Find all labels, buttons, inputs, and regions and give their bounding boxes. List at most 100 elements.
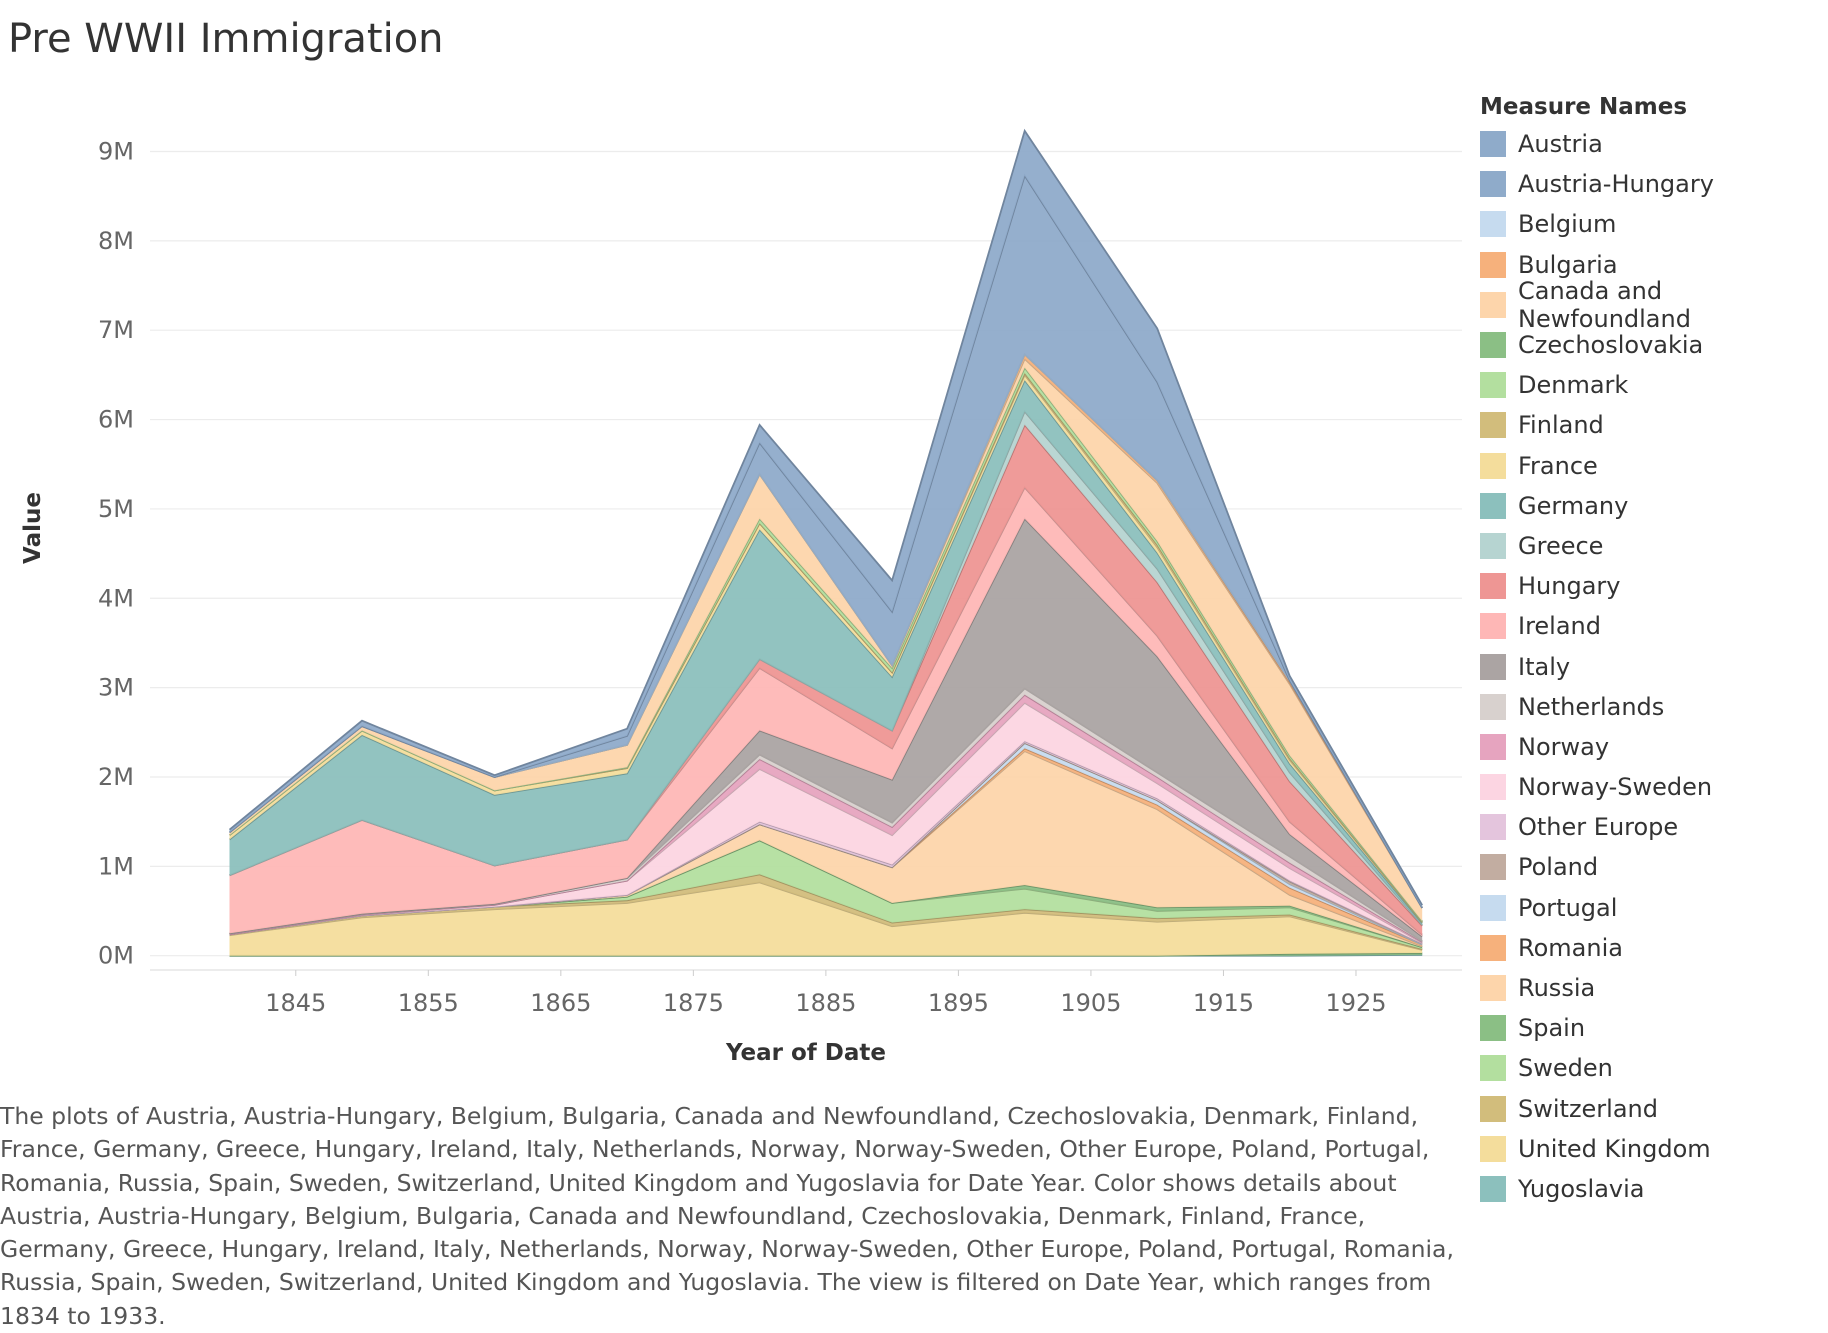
legend-label: Portugal <box>1518 893 1618 922</box>
legend-item-italy[interactable]: Italy <box>1480 646 1825 686</box>
legend-label: Greece <box>1518 531 1604 560</box>
area-chart[interactable]: 0M 1M 2M 3M 4M 5M 6M 7M 8M 9M 1845 1855 1865 1875 188… <box>0 0 1470 1090</box>
legend-item-sweden[interactable]: Sweden <box>1480 1048 1825 1088</box>
area-norway-sweden[interactable] <box>229 702 1423 944</box>
legend-items: Austria Austria-Hungary Belgium Bulgaria Can… <box>1480 124 1825 1209</box>
legend-label: Ireland <box>1518 612 1602 641</box>
legend: Measure Names Austria Austria-Hungary Belg… <box>1480 94 1825 1209</box>
area-russia[interactable] <box>229 751 1423 948</box>
legend-label: Belgium <box>1518 210 1617 239</box>
legend-label: Czechoslovakia <box>1518 331 1704 360</box>
legend-label: Austria <box>1518 130 1603 159</box>
legend-label: Romania <box>1518 933 1623 962</box>
y-axis-label: Value <box>20 492 46 564</box>
legend-label: Austria-Hungary <box>1518 170 1714 199</box>
area-greece[interactable] <box>229 411 1423 926</box>
legend-swatch <box>1480 693 1506 720</box>
x-tick-label: 1895 <box>928 989 989 1017</box>
legend-item-poland[interactable]: Poland <box>1480 847 1825 887</box>
legend-item-spain[interactable]: Spain <box>1480 1008 1825 1048</box>
y-tick-label: 0M <box>98 942 134 970</box>
y-tick-label: 8M <box>98 227 134 255</box>
legend-item-norway[interactable]: Norway <box>1480 727 1825 767</box>
area-austria-hungary[interactable] <box>229 175 1423 908</box>
legend-swatch <box>1480 1015 1506 1042</box>
legend-label: France <box>1518 451 1598 480</box>
legend-label: Switzerland <box>1518 1094 1658 1123</box>
y-tick-label: 3M <box>98 674 134 702</box>
legend-label: Hungary <box>1518 572 1621 601</box>
legend-label: Norway <box>1518 732 1610 761</box>
legend-swatch <box>1480 774 1506 801</box>
y-tick-label: 2M <box>98 763 134 791</box>
legend-swatch <box>1480 814 1506 841</box>
x-tick-label: 1885 <box>795 989 856 1017</box>
legend-item-denmark[interactable]: Denmark <box>1480 365 1825 405</box>
y-tick-label: 1M <box>98 852 134 880</box>
legend-label: United Kingdom <box>1518 1134 1711 1163</box>
legend-swatch <box>1480 251 1506 278</box>
legend-item-switzerland[interactable]: Switzerland <box>1480 1089 1825 1129</box>
legend-label: Yugoslavia <box>1518 1174 1645 1203</box>
legend-label: Other Europe <box>1518 813 1679 842</box>
legend-item-ireland[interactable]: Ireland <box>1480 606 1825 646</box>
legend-label: Finland <box>1518 411 1604 440</box>
area-italy[interactable] <box>229 518 1423 941</box>
legend-item-other-europe[interactable]: Other Europe <box>1480 807 1825 847</box>
legend-swatch <box>1480 934 1506 961</box>
legend-swatch <box>1480 1175 1506 1202</box>
x-tick-label: 1915 <box>1193 989 1254 1017</box>
legend-item-netherlands[interactable]: Netherlands <box>1480 687 1825 727</box>
legend-item-united-kingdom[interactable]: United Kingdom <box>1480 1129 1825 1169</box>
legend-item-austria[interactable]: Austria <box>1480 124 1825 164</box>
legend-item-czechoslovakia[interactable]: Czechoslovakia <box>1480 325 1825 365</box>
area-hungary[interactable] <box>229 424 1423 935</box>
legend-item-austria-hungary[interactable]: Austria-Hungary <box>1480 164 1825 204</box>
legend-item-france[interactable]: France <box>1480 446 1825 486</box>
area-austria[interactable] <box>229 130 1423 908</box>
stacked-areas[interactable] <box>228 128 1423 957</box>
legend-label: Poland <box>1518 853 1599 882</box>
area-germany[interactable] <box>229 380 1423 925</box>
legend-item-germany[interactable]: Germany <box>1480 486 1825 526</box>
legend-swatch <box>1480 492 1506 519</box>
legend-swatch <box>1480 573 1506 600</box>
legend-swatch <box>1480 291 1506 318</box>
legend-label: Denmark <box>1518 371 1629 400</box>
legend-item-belgium[interactable]: Belgium <box>1480 204 1825 244</box>
area-czechoslovakia[interactable] <box>229 953 1423 956</box>
legend-label: Spain <box>1518 1014 1586 1043</box>
chart-title: Pre WWII Immigration <box>8 16 444 62</box>
legend-swatch <box>1480 1095 1506 1122</box>
legend-title: Measure Names <box>1480 94 1688 120</box>
legend-swatch <box>1480 854 1506 881</box>
legend-swatch <box>1480 733 1506 760</box>
legend-item-greece[interactable]: Greece <box>1480 526 1825 566</box>
legend-label: Sweden <box>1518 1054 1613 1083</box>
legend-item-bulgaria[interactable]: Bulgaria <box>1480 245 1825 285</box>
legend-item-romania[interactable]: Romania <box>1480 928 1825 968</box>
legend-item-russia[interactable]: Russia <box>1480 968 1825 1008</box>
legend-label: Italy <box>1518 652 1571 681</box>
x-axis-label: Year of Date <box>725 1040 886 1066</box>
area-sweden[interactable] <box>229 840 1423 949</box>
legend-label: Germany <box>1518 491 1629 520</box>
legend-swatch <box>1480 894 1506 921</box>
legend-swatch <box>1480 372 1506 399</box>
legend-item-hungary[interactable]: Hungary <box>1480 566 1825 606</box>
legend-swatch <box>1480 532 1506 559</box>
area-canada-and-newfoundland[interactable] <box>229 358 1423 922</box>
area-united-kingdom[interactable] <box>229 882 1423 956</box>
area-france[interactable] <box>229 374 1423 924</box>
x-tick-label: 1875 <box>663 989 724 1017</box>
legend-item-yugoslavia[interactable]: Yugoslavia <box>1480 1169 1825 1209</box>
y-tick-label: 6M <box>98 406 134 434</box>
legend-item-finland[interactable]: Finland <box>1480 405 1825 445</box>
x-tick-label: 1925 <box>1325 989 1386 1017</box>
legend-item-canada-and-newfoundland[interactable]: Canada and Newfoundland <box>1480 277 1825 333</box>
legend-label: Bulgaria <box>1518 250 1618 279</box>
legend-item-portugal[interactable]: Portugal <box>1480 888 1825 928</box>
legend-item-norway-sweden[interactable]: Norway-Sweden <box>1480 767 1825 807</box>
legend-swatch <box>1480 332 1506 359</box>
x-tick-label: 1865 <box>530 989 591 1017</box>
